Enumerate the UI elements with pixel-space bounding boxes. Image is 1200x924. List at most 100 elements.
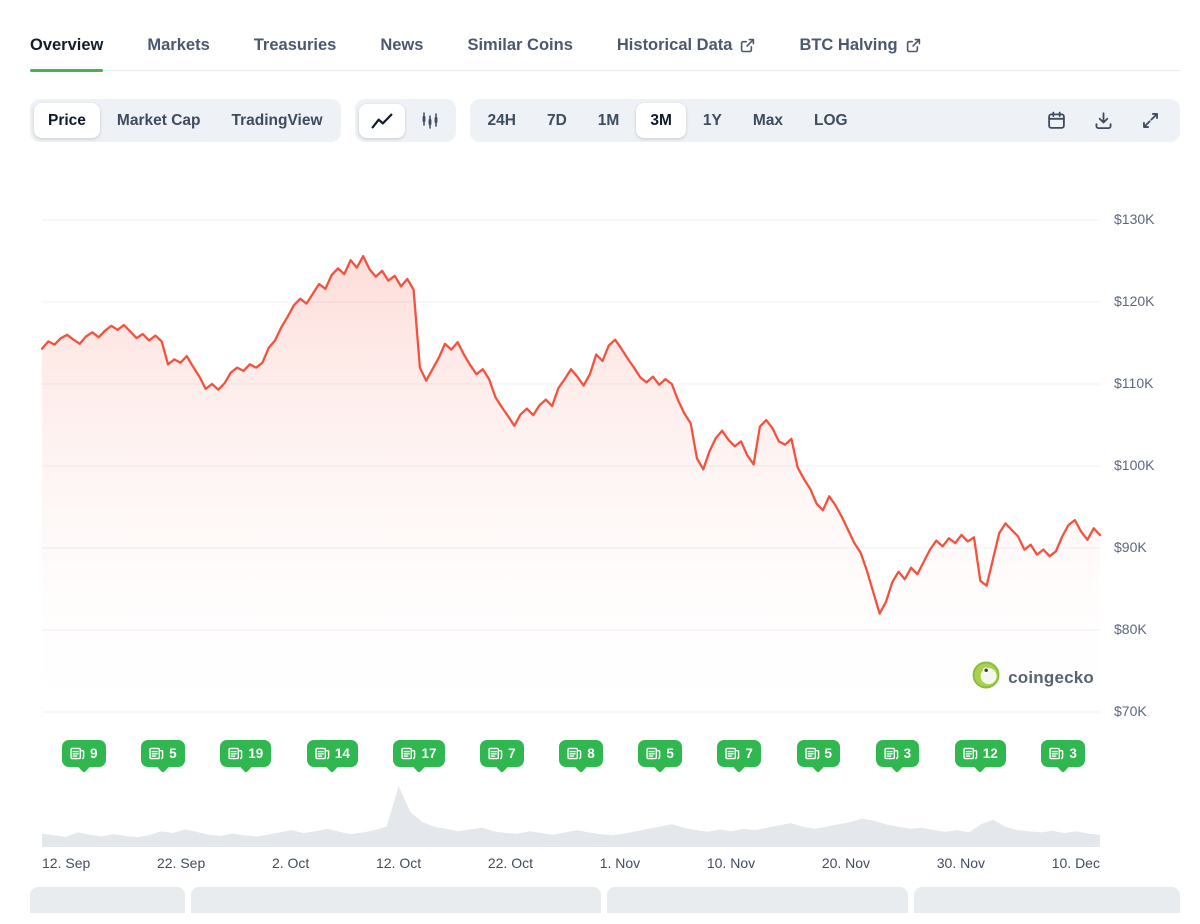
- news-annotation-badge[interactable]: 7: [717, 740, 761, 768]
- news-annotation-badge[interactable]: 8: [559, 740, 603, 768]
- news-annotation-badge[interactable]: 12: [954, 740, 1006, 768]
- watermark-label: coingecko: [1008, 667, 1094, 687]
- calendar-icon: [1048, 111, 1065, 129]
- range-button-log[interactable]: LOG: [800, 103, 862, 138]
- newspaper-icon: [804, 747, 819, 760]
- news-count: 5: [666, 746, 674, 762]
- x-axis-label: 20. Nov: [821, 855, 871, 872]
- metric-button-tradingview[interactable]: TradingView: [217, 103, 336, 138]
- candlestick-type-button[interactable]: [408, 104, 452, 138]
- news-count: 7: [745, 746, 753, 762]
- partial-segment: [607, 887, 908, 914]
- line-chart-icon: [371, 113, 392, 128]
- y-axis: $130K $120K $110K $100K $90K $80K $70K: [1114, 176, 1194, 736]
- price-chart-area[interactable]: $130K $120K $110K $100K $90K $80K $70K coingec…: [40, 176, 1154, 737]
- coingecko-logo-slot: [972, 661, 1000, 694]
- news-annotation-badge[interactable]: 14: [306, 740, 358, 768]
- news-count: 5: [824, 746, 833, 762]
- newspaper-icon: [315, 747, 330, 760]
- metric-button-price[interactable]: Price: [34, 103, 100, 139]
- tab-label: Overview: [30, 36, 104, 54]
- x-axis-label: 10. Dec: [1051, 855, 1100, 872]
- news-count: 3: [1069, 746, 1077, 762]
- expand-button[interactable]: [1129, 103, 1172, 138]
- volume-chart[interactable]: [42, 781, 1100, 848]
- line-chart-type-button[interactable]: [358, 103, 405, 138]
- download-icon: [1095, 112, 1112, 130]
- news-count: 14: [334, 746, 350, 762]
- tab-treasuries[interactable]: Treasuries: [254, 26, 337, 70]
- volume-area: [42, 786, 1100, 848]
- x-axis-label: 22. Sep: [156, 855, 206, 872]
- chart-nav-tabs: Overview Markets Treasuries News Similar Coi…: [30, 26, 1180, 72]
- chart-toolbar: Price Market Cap TradingView 24H 7D 1M 3M 1Y Ma…: [30, 99, 1180, 143]
- external-link-icon: [906, 38, 920, 53]
- y-axis-label: $110K: [1114, 375, 1154, 392]
- price-line: [40, 254, 1102, 615]
- newspaper-icon: [149, 747, 164, 760]
- tab-news[interactable]: News: [380, 26, 423, 70]
- newspaper-icon: [488, 747, 503, 760]
- news-annotation-badge[interactable]: 19: [220, 740, 272, 768]
- chart-type-toggle-group: [354, 99, 456, 143]
- news-annotation-badge[interactable]: 17: [393, 740, 445, 768]
- tab-similar-coins[interactable]: Similar Coins: [467, 26, 572, 70]
- partial-segment: [191, 887, 601, 914]
- tab-label: Treasuries: [253, 36, 337, 54]
- range-toolbar-group: 24H 7D 1M 3M 1Y Max LOG: [469, 99, 1180, 143]
- newspaper-icon: [70, 747, 85, 760]
- newspaper-icon: [963, 747, 978, 760]
- range-button-1m[interactable]: 1M: [584, 103, 634, 138]
- news-count: 19: [248, 746, 264, 762]
- expand-icon: [1143, 113, 1158, 128]
- news-annotation-badge[interactable]: 5: [638, 740, 682, 768]
- x-axis-label: 12. Oct: [376, 855, 422, 872]
- download-button[interactable]: [1082, 103, 1125, 138]
- x-axis-label: 1. Nov: [599, 855, 641, 872]
- newspaper-icon: [1049, 747, 1064, 760]
- newspaper-icon: [401, 747, 416, 760]
- news-count: 3: [903, 746, 912, 762]
- range-button-1y[interactable]: 1Y: [689, 103, 736, 138]
- tab-label: Markets: [147, 36, 210, 54]
- news-annotation-badge[interactable]: 3: [875, 740, 920, 768]
- y-axis-label: $80K: [1114, 621, 1147, 638]
- x-axis-label: 30. Nov: [936, 855, 986, 872]
- metric-button-market-cap[interactable]: Market Cap: [103, 103, 215, 138]
- news-count: 9: [90, 746, 98, 762]
- news-count: 7: [508, 746, 516, 762]
- range-button-max[interactable]: Max: [739, 103, 797, 138]
- tab-label: Similar Coins: [467, 36, 573, 54]
- news-count: 12: [982, 746, 998, 762]
- news-annotation-badge[interactable]: 7: [480, 740, 524, 768]
- x-axis: 12. Sep 22. Sep 2. Oct 12. Oct 22. Oct 1. Nov…: [42, 855, 1100, 871]
- news-annotation-badge[interactable]: 9: [62, 740, 106, 768]
- coingecko-watermark: coingecko: [972, 661, 1094, 694]
- tab-markets[interactable]: Markets: [147, 26, 209, 70]
- news-annotation-badge[interactable]: 3: [1041, 740, 1085, 768]
- coingecko-logo: [972, 661, 1000, 689]
- news-annotation-badge[interactable]: 5: [796, 740, 841, 768]
- tab-label: News: [380, 36, 424, 54]
- tab-overview[interactable]: Overview: [30, 26, 104, 72]
- external-link-icon: [741, 38, 755, 53]
- partial-segment: [30, 887, 185, 914]
- news-count: 8: [587, 746, 595, 762]
- partial-segment: [914, 887, 1180, 914]
- newspaper-icon: [725, 747, 740, 760]
- tab-btc-halving[interactable]: BTC Halving: [799, 26, 920, 70]
- calendar-button[interactable]: [1035, 103, 1078, 138]
- news-count: 17: [421, 746, 437, 762]
- toolbar-icon-cluster: [1035, 103, 1176, 138]
- tab-historical-data[interactable]: Historical Data: [617, 26, 756, 70]
- range-button-3m[interactable]: 3M: [636, 103, 686, 139]
- news-annotation-badge[interactable]: 5: [141, 740, 185, 768]
- x-axis-label: 12. Sep: [42, 855, 91, 872]
- newspaper-icon: [884, 747, 898, 760]
- range-button-7d[interactable]: 7D: [533, 103, 581, 138]
- news-annotations-row: 9 5 19 14 17 7 8 5 7 5 3 12 3: [30, 740, 1180, 768]
- price-chart[interactable]: [40, 176, 1102, 737]
- tab-label: BTC Halving: [799, 36, 898, 54]
- range-button-24h[interactable]: 24H: [474, 103, 530, 138]
- newspaper-icon: [567, 747, 582, 760]
